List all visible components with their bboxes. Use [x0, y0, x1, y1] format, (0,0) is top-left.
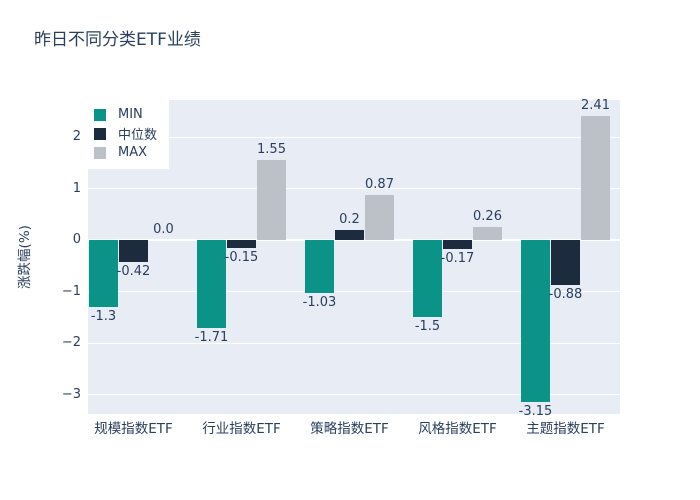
legend-label-min: MIN [118, 107, 143, 122]
bar-label-min-0: -1.3 [90, 308, 117, 324]
legend-item-max[interactable]: MAX [94, 143, 157, 162]
bar-label-min-3: -1.5 [414, 319, 441, 335]
plot-area [88, 100, 620, 414]
bar-min-0 [89, 240, 118, 307]
x-tick-label-2: 策略指数ETF [310, 421, 389, 437]
bar-label-min-1: -1.71 [194, 330, 229, 346]
y-tick-label: 2 [72, 129, 81, 144]
bar-label-max-1: 1.55 [257, 142, 286, 158]
x-tick-label-0: 规模指数ETF [94, 421, 173, 437]
legend-swatch-min [94, 108, 106, 121]
x-tick-label-4: 主题指数ETF [526, 421, 605, 437]
bar-label-median-4: -0.88 [548, 287, 583, 303]
bar-label-min-2: -1.03 [302, 295, 337, 311]
gridline [88, 188, 620, 189]
bar-max-1 [257, 160, 286, 240]
bar-median-3 [443, 240, 472, 249]
y-tick-label: −1 [61, 283, 81, 299]
bar-median-1 [227, 240, 256, 248]
bar-label-median-3: -0.17 [440, 250, 475, 266]
legend-label-median: 中位数 [118, 128, 158, 143]
bar-label-max-0: 0.0 [153, 222, 174, 237]
bar-label-median-1: -0.15 [224, 249, 259, 265]
bar-max-4 [581, 115, 610, 240]
legend: MIN 中位数 MAX [85, 96, 170, 169]
x-tick-label-1: 行业指数ETF [202, 421, 281, 437]
legend-swatch-median [94, 127, 106, 140]
gridline [88, 291, 620, 292]
gridline [88, 136, 620, 138]
gridline [88, 342, 620, 344]
bar-max-3 [473, 226, 502, 240]
zero-line [88, 239, 620, 241]
bar-min-3 [413, 240, 442, 318]
legend-item-median[interactable]: 中位数 [94, 124, 157, 143]
y-tick-label: 1 [72, 180, 81, 196]
bar-median-2 [335, 229, 364, 240]
bar-label-median-2: 0.2 [339, 211, 360, 227]
y-tick-label: 0 [72, 232, 81, 247]
y-tick-label: −2 [61, 335, 81, 350]
bar-min-1 [197, 240, 226, 329]
chart-title: 昨日不同分类ETF业绩 [34, 30, 201, 50]
bar-min-2 [305, 240, 334, 294]
bar-label-max-3: 0.26 [473, 208, 502, 224]
bar-label-min-4: -3.15 [518, 404, 553, 420]
bar-median-0 [119, 240, 148, 262]
bar-min-4 [521, 240, 550, 403]
legend-item-min[interactable]: MIN [94, 105, 157, 124]
legend-swatch-max [94, 146, 106, 159]
bar-label-median-0: -0.42 [116, 263, 151, 279]
bar-max-2 [365, 195, 394, 240]
bar-label-max-2: 0.87 [365, 177, 394, 193]
bar-median-4 [551, 240, 580, 286]
y-tick-label: −3 [61, 386, 81, 402]
x-tick-label-3: 风格指数ETF [418, 421, 497, 437]
bar-label-max-4: 2.41 [581, 97, 610, 113]
legend-label-max: MAX [118, 145, 148, 160]
gridline [88, 394, 620, 395]
